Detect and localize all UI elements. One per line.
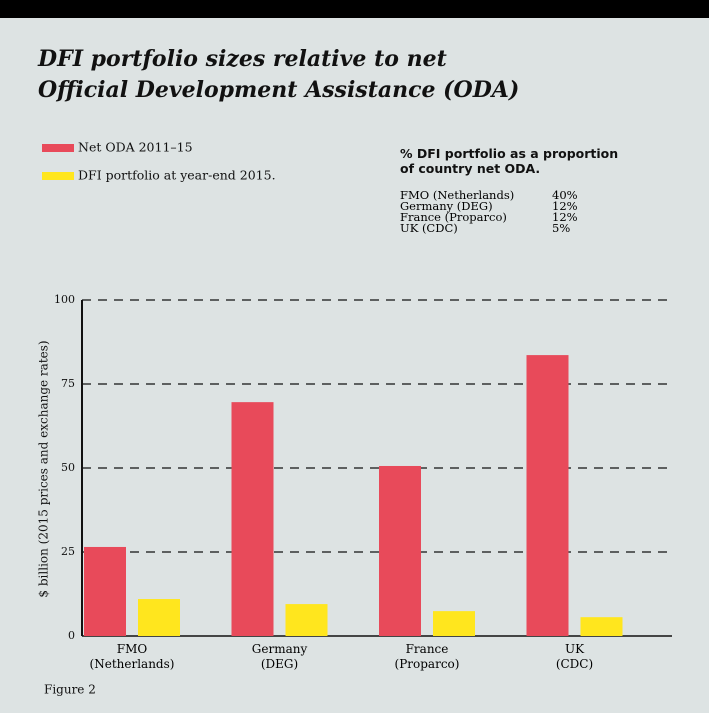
y-axis-label: $ billion (2015 prices and exchange rate… [37,340,51,597]
bar [433,611,475,636]
table-value: 5% [552,221,571,235]
footer: Figure 2 [44,683,96,697]
table-label: France (Proparco) [400,210,507,224]
bar [231,402,274,636]
bar [285,604,328,636]
legend-label: DFI portfolio at year-end 2015. [78,168,276,183]
y-tick-label: 50 [61,461,75,474]
table-label: FMO (Netherlands) [400,188,515,202]
legend-swatch [42,172,74,180]
table-title: % DFI portfolio as a proportion of count… [400,146,619,176]
table-value: 40% [552,188,578,202]
y-tick-label: 100 [54,293,75,306]
y-tick-label: 75 [61,377,75,390]
legend-label: Net ODA 2011–15 [78,140,193,155]
y-tick-label: 0 [68,629,75,642]
bar [138,599,180,636]
bar [580,617,623,636]
chart-title: DFI portfolio sizes relative to net Offi… [38,46,520,103]
x-tick-label: France (Proparco) [394,642,460,671]
table-label: UK (CDC) [400,221,458,235]
y-tick-label: 25 [61,545,75,558]
legend-swatch [42,144,74,152]
table-label: Germany (DEG) [400,199,493,213]
x-tick-label: Germany (DEG) [251,642,308,671]
bar [84,546,126,636]
table-value: 12% [552,199,578,213]
top-bar [0,0,709,18]
table-value: 12% [552,210,578,224]
x-tick-label: UK (CDC) [555,642,594,671]
x-tick-label: FMO (Netherlands) [89,642,175,671]
bar [526,355,569,636]
bar [379,465,421,636]
